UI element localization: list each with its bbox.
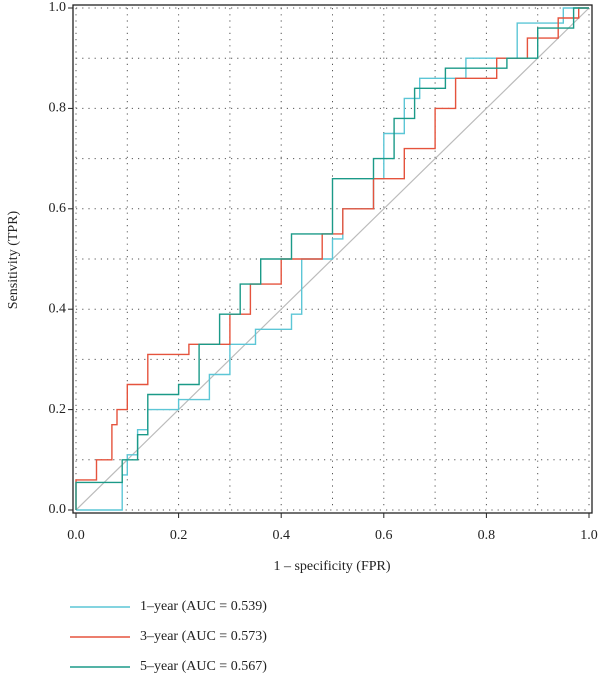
plot-frame (72, 4, 593, 514)
y-tick-label: 0.8 (49, 101, 67, 116)
y-tick-label: 0.0 (49, 502, 67, 517)
y-tick-label: 0.2 (49, 402, 67, 417)
y-tick-label: 0.6 (49, 201, 67, 216)
legend-label: 5–year (AUC = 0.567) (140, 659, 267, 674)
legend-label: 3–year (AUC = 0.573) (140, 629, 267, 644)
y-tick-label: 1.0 (49, 0, 67, 15)
x-axis-label: 1 – specificity (FPR) (273, 559, 390, 574)
x-tick-label: 0.0 (67, 528, 85, 543)
y-axis-label: Sensitivity (TPR) (6, 210, 21, 309)
x-tick-label: 0.4 (272, 528, 290, 543)
roc-curve (75, 7, 589, 510)
x-tick-label: 1.0 (580, 528, 598, 543)
y-tick-label: 0.4 (49, 301, 67, 316)
legend-label: 1–year (AUC = 0.539) (140, 599, 267, 614)
roc-curve (76, 7, 589, 511)
x-tick-label: 0.8 (478, 528, 496, 543)
x-tick-label: 0.6 (375, 528, 393, 543)
x-tick-label: 0.2 (170, 528, 188, 543)
